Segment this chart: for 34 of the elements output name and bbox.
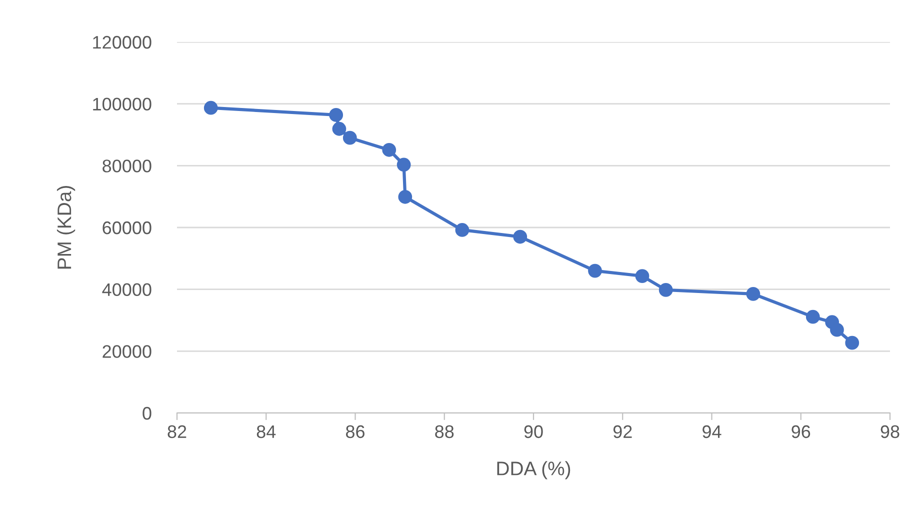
point bbox=[204, 100, 218, 115]
point bbox=[329, 108, 344, 122]
y-tick-label: 20000 bbox=[102, 345, 152, 358]
y-tick-label: 120000 bbox=[93, 36, 152, 49]
y-tick-label: 80000 bbox=[102, 160, 152, 172]
point bbox=[658, 283, 673, 297]
x-tick-label: 92 bbox=[613, 425, 632, 438]
x-tick-label: 90 bbox=[524, 425, 543, 438]
point bbox=[396, 158, 411, 172]
y-tick-label: 60000 bbox=[102, 221, 152, 234]
y-axis-title: PM (KDa) bbox=[56, 186, 76, 269]
point bbox=[588, 264, 602, 278]
x-tick-label: 94 bbox=[702, 425, 722, 438]
point bbox=[398, 190, 412, 204]
point bbox=[513, 230, 528, 244]
point bbox=[635, 269, 650, 283]
x-axis-title: DDA (%) bbox=[497, 461, 570, 480]
point bbox=[332, 122, 346, 136]
point bbox=[342, 130, 357, 145]
x-tick-label: 82 bbox=[168, 425, 186, 438]
x-tick-label: 96 bbox=[792, 425, 810, 438]
point bbox=[455, 223, 470, 237]
point bbox=[830, 322, 844, 337]
y-tick-label: 0 bbox=[142, 406, 152, 420]
x-tick-label: 86 bbox=[346, 425, 364, 438]
point bbox=[806, 310, 820, 324]
y-tick-label: 100000 bbox=[93, 98, 152, 111]
point bbox=[382, 142, 396, 157]
x-tick-label: 88 bbox=[435, 425, 454, 438]
x-tick-label: 84 bbox=[256, 425, 276, 438]
y-tick-label: 40000 bbox=[102, 283, 152, 296]
point bbox=[845, 336, 860, 350]
point bbox=[746, 287, 760, 301]
x-tick-label: 98 bbox=[880, 425, 900, 438]
